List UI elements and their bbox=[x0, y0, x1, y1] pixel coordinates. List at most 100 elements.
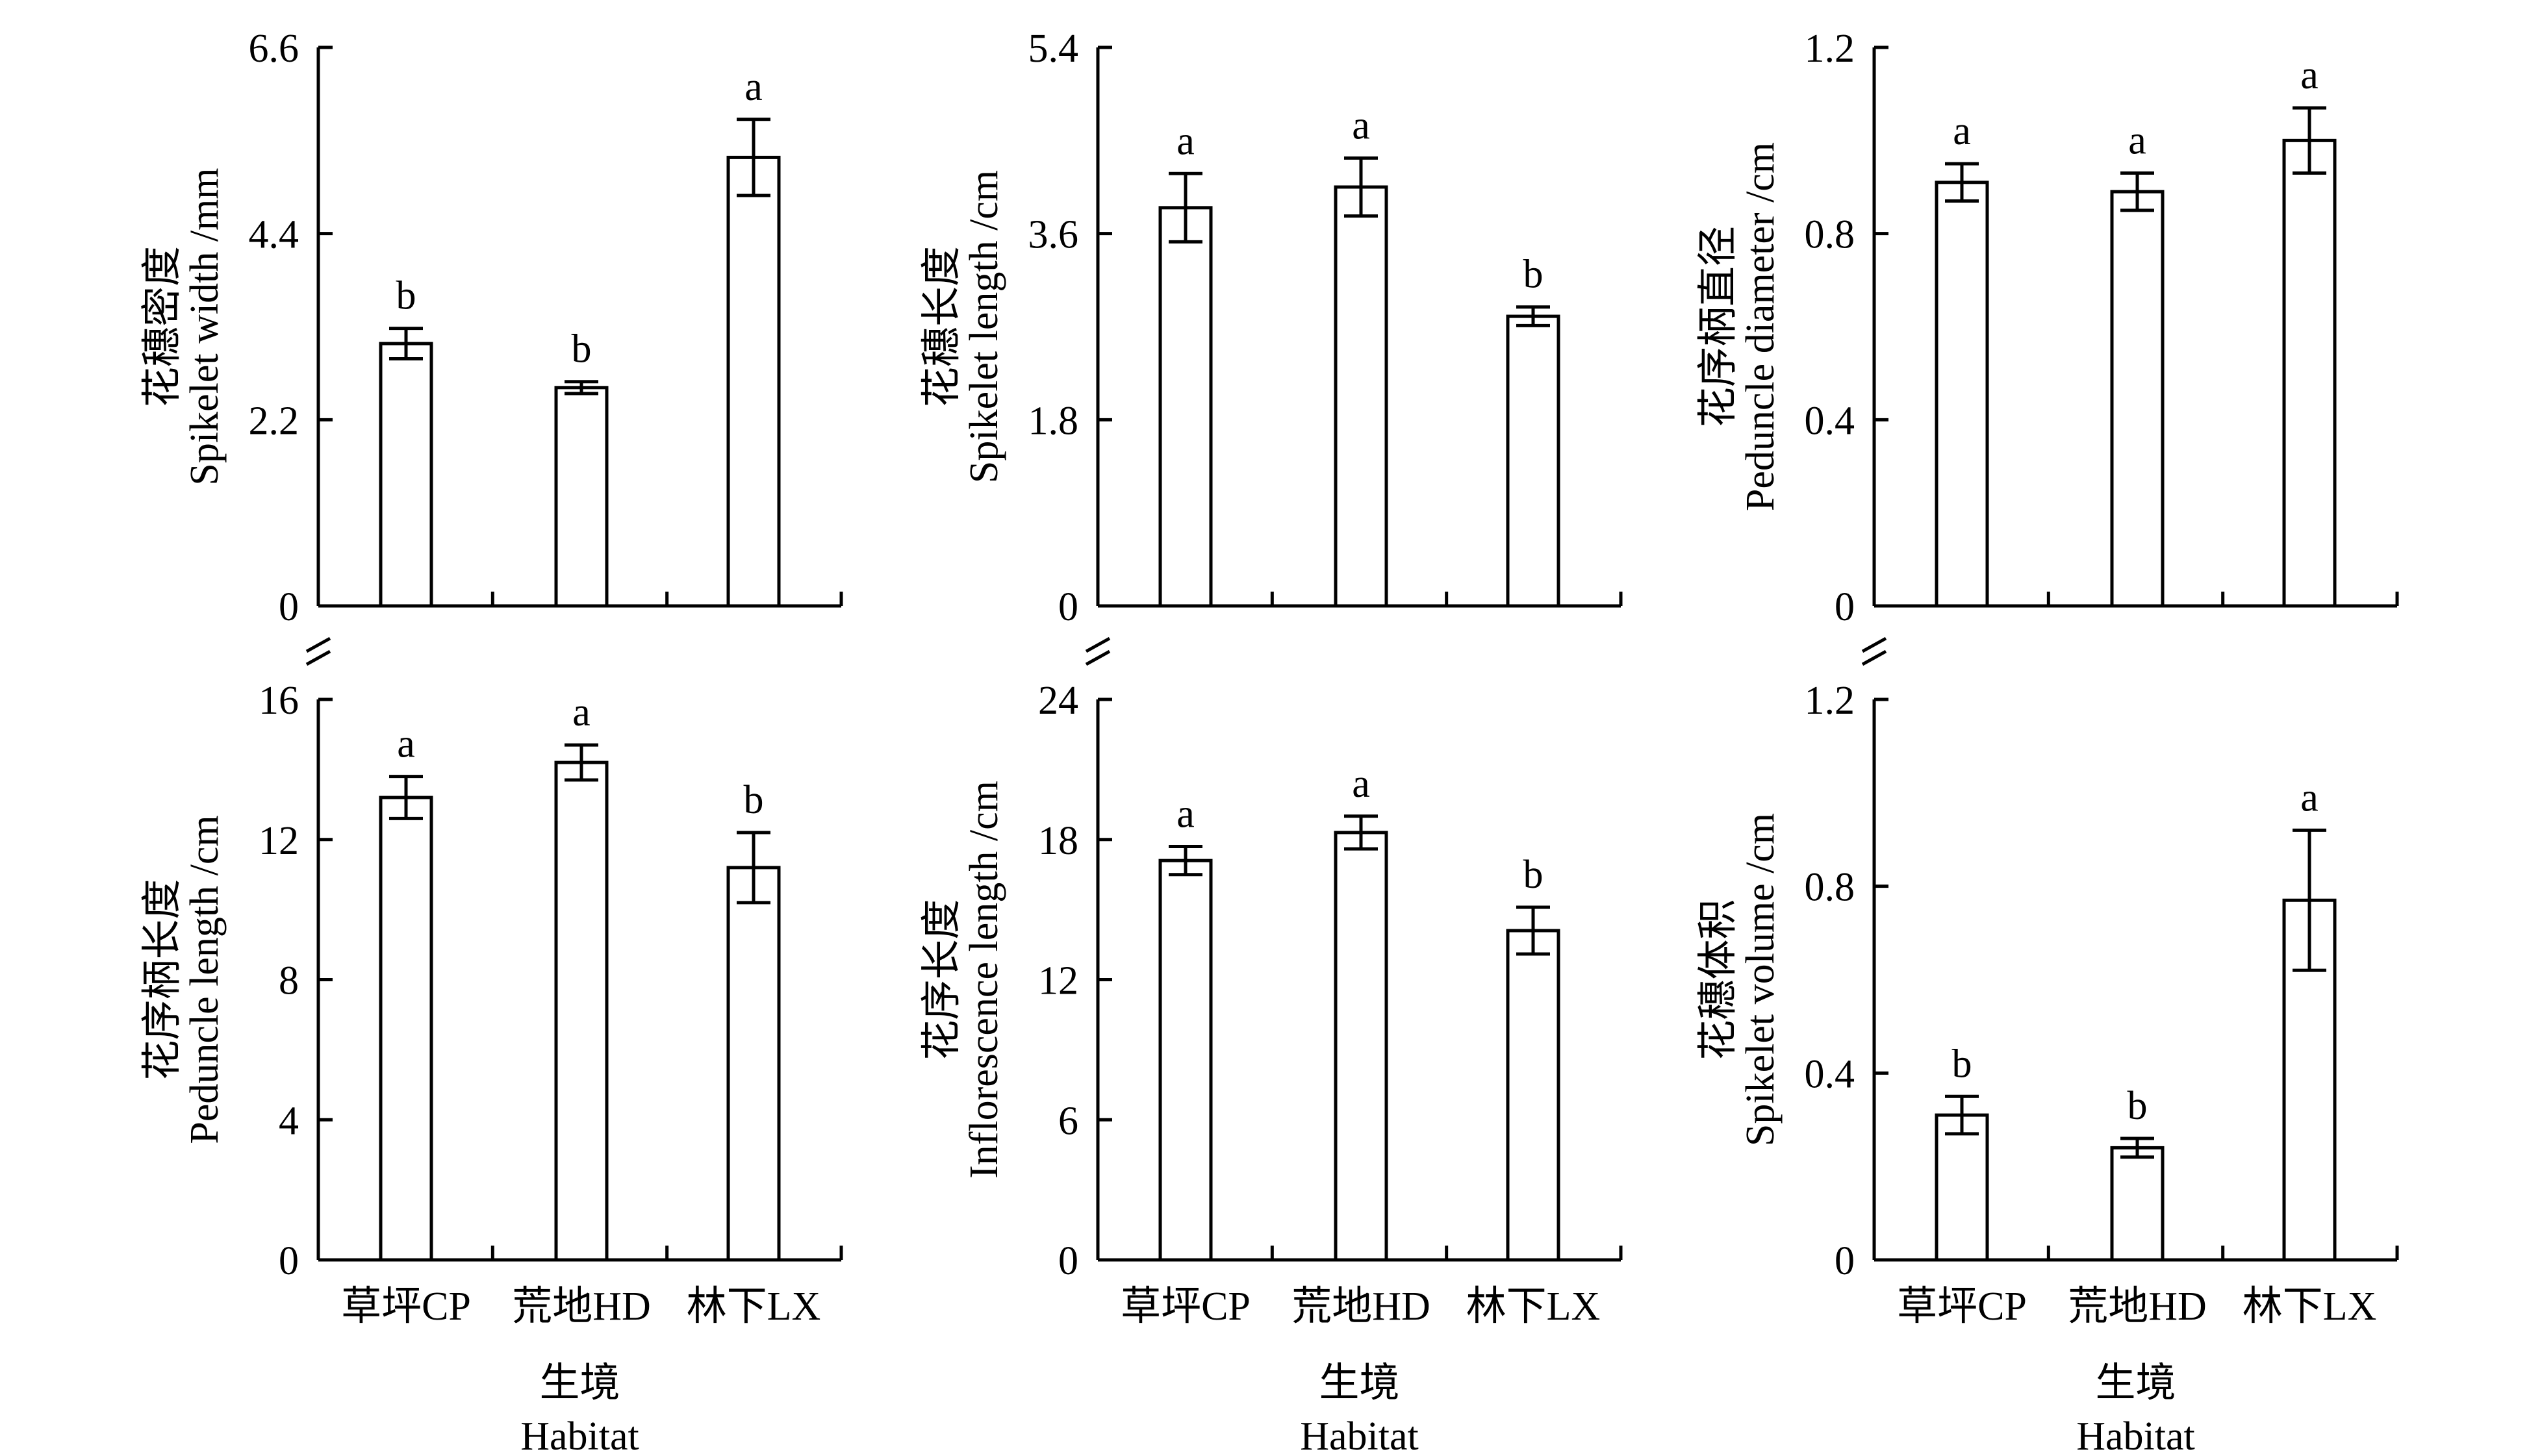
significance-letter: a bbox=[397, 722, 415, 766]
y-tick-label: 6.6 bbox=[249, 27, 299, 71]
y-tick-label: 4.4 bbox=[249, 213, 299, 257]
significance-letter: a bbox=[2300, 53, 2319, 97]
x-category-label: 草坪CP bbox=[341, 1285, 471, 1329]
significance-letter: b bbox=[1523, 853, 1544, 897]
bar-3 bbox=[2282, 138, 2337, 608]
y-tick-label: 24 bbox=[1038, 679, 1078, 723]
y-tick-label: 3.6 bbox=[1028, 213, 1079, 257]
axis-break-mark bbox=[1861, 636, 1887, 653]
y-axis-title-en: Peduncle diameter /cm bbox=[1738, 142, 1783, 511]
x-category-label: 林下LX bbox=[1466, 1285, 1601, 1329]
y-tick-label: 0 bbox=[1058, 585, 1078, 629]
y-tick-label: 2.2 bbox=[249, 399, 299, 443]
bar-1 bbox=[1935, 181, 1989, 608]
significance-letter: a bbox=[2300, 775, 2319, 820]
y-tick-label: 0.4 bbox=[1805, 1052, 1855, 1096]
x-category-label: 荒地HD bbox=[2068, 1285, 2207, 1329]
bar-3 bbox=[1506, 314, 1560, 608]
x-axis-title-en: Habitat bbox=[1300, 1414, 1419, 1456]
y-tick-label: 0 bbox=[1058, 1239, 1078, 1283]
y-tick-label: 1.2 bbox=[1805, 27, 1855, 71]
x-axis-title-cn: 生境 bbox=[539, 1361, 620, 1405]
significance-letter: b bbox=[1952, 1042, 1972, 1086]
y-tick-label: 12 bbox=[1038, 959, 1078, 1003]
y-tick-label: 0 bbox=[279, 585, 299, 629]
bar-1 bbox=[1935, 1113, 1989, 1262]
y-tick-label: 0 bbox=[279, 1239, 299, 1283]
bar-1 bbox=[379, 796, 433, 1262]
chart-panel-bottom-middle: 0 6 12 18 24 a 草坪CP a 荒地HD b 林下LX 花序长度Inflorescence… bbox=[920, 679, 1623, 1329]
bar-2 bbox=[554, 760, 609, 1262]
y-tick-label: 8 bbox=[279, 959, 299, 1003]
y-tick-label: 0.4 bbox=[1805, 399, 1855, 443]
y-tick-label: 12 bbox=[259, 819, 299, 863]
x-category-label: 林下LX bbox=[2243, 1285, 2377, 1329]
y-tick-label: 6 bbox=[1058, 1099, 1078, 1143]
x-category-label: 荒地HD bbox=[512, 1285, 651, 1329]
axis-break-mark bbox=[305, 649, 331, 666]
y-axis-title-cn: 花穗长度 bbox=[920, 246, 964, 407]
significance-letter: a bbox=[2128, 119, 2146, 163]
bar-2 bbox=[2110, 190, 2165, 608]
y-axis-title-en: Spikelet volume /cm bbox=[1738, 813, 1783, 1146]
bar-1 bbox=[1158, 859, 1213, 1262]
x-axis-title-cn: 生境 bbox=[1319, 1361, 1399, 1405]
axis-break-mark bbox=[1861, 649, 1887, 666]
bar-3 bbox=[726, 155, 781, 608]
x-category-label: 草坪CP bbox=[1121, 1285, 1251, 1329]
y-tick-label: 0.8 bbox=[1805, 213, 1855, 257]
significance-letter: a bbox=[744, 65, 763, 109]
bar-2 bbox=[1334, 185, 1388, 608]
bar-3 bbox=[1506, 929, 1560, 1262]
bar-1 bbox=[379, 342, 433, 608]
significance-letter: b bbox=[1523, 253, 1544, 297]
axis-break-mark bbox=[305, 636, 331, 653]
y-axis-title-en: Spikelet length /cm bbox=[962, 170, 1006, 483]
significance-letter: b bbox=[572, 327, 592, 371]
y-axis-title-en: Peduncle length /cm bbox=[183, 815, 227, 1144]
y-axis-title-en: Spikelet width /mm bbox=[183, 168, 227, 485]
axis-break-mark bbox=[1085, 649, 1111, 666]
y-tick-label: 5.4 bbox=[1028, 27, 1079, 71]
bar-2 bbox=[1334, 831, 1388, 1262]
x-axis-title-en: Habitat bbox=[520, 1414, 639, 1456]
significance-letter: a bbox=[1176, 792, 1195, 836]
bar-1 bbox=[1158, 206, 1213, 608]
bar-2 bbox=[2110, 1146, 2165, 1262]
y-axis-title-cn: 花穗体积 bbox=[1696, 899, 1740, 1060]
y-axis-title-cn: 花序长度 bbox=[920, 899, 964, 1060]
significance-letter: b bbox=[396, 274, 416, 318]
y-tick-label: 0.8 bbox=[1805, 866, 1855, 910]
y-tick-label: 16 bbox=[259, 679, 299, 723]
x-axis-title-en: Habitat bbox=[2076, 1414, 2195, 1456]
y-axis-title-cn: 花穗密度 bbox=[140, 246, 184, 407]
y-tick-label: 1.2 bbox=[1805, 679, 1855, 723]
y-tick-label: 0 bbox=[1835, 1239, 1855, 1283]
x-category-label: 草坪CP bbox=[1897, 1285, 2027, 1329]
y-axis-title-en: Inflorescence length /cm bbox=[962, 781, 1006, 1179]
y-tick-label: 0 bbox=[1835, 585, 1855, 629]
significance-letter: b bbox=[2128, 1084, 2148, 1128]
axis-break-mark bbox=[1085, 636, 1111, 653]
significance-letter: a bbox=[1176, 119, 1195, 163]
significance-letter: a bbox=[1352, 762, 1370, 806]
x-category-label: 林下LX bbox=[687, 1285, 821, 1329]
y-tick-label: 4 bbox=[279, 1099, 299, 1143]
y-tick-label: 1.8 bbox=[1028, 399, 1079, 443]
significance-letter: a bbox=[572, 690, 591, 734]
y-tick-label: 18 bbox=[1038, 819, 1078, 863]
y-axis-title-cn: 花序柄直径 bbox=[1696, 226, 1740, 427]
bar-3 bbox=[726, 866, 781, 1262]
bar-2 bbox=[554, 386, 609, 608]
x-category-label: 荒地HD bbox=[1291, 1285, 1430, 1329]
y-axis-title-cn: 花序柄长度 bbox=[140, 879, 184, 1080]
significance-letter: a bbox=[1352, 103, 1370, 147]
significance-letter: b bbox=[744, 778, 764, 822]
significance-letter: a bbox=[1953, 109, 1971, 153]
